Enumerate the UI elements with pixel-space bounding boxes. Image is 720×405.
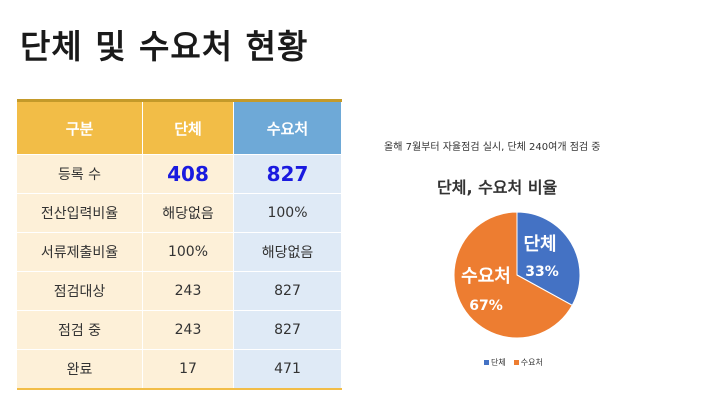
table-cell: 17 bbox=[142, 349, 234, 390]
table-cell: 471 bbox=[233, 349, 342, 390]
table-cell: 827 bbox=[233, 271, 342, 311]
table-cell: 해당없음 bbox=[142, 193, 234, 233]
legend-item-group: 단체 bbox=[484, 357, 506, 368]
pie-category-label: 수요처 bbox=[461, 266, 511, 287]
row-label: 점검 중 bbox=[17, 310, 143, 350]
pie-category-label: 단체 bbox=[523, 234, 556, 255]
row-label: 서류제출비율 bbox=[17, 232, 143, 272]
pie-value-label: 33% bbox=[525, 264, 559, 280]
pie-slice-0 bbox=[516, 211, 581, 307]
table-cell: 100% bbox=[233, 193, 342, 233]
table-row: 등록 수 408 827 bbox=[17, 154, 342, 194]
table-cell: 827 bbox=[233, 310, 342, 350]
legend-label: 수요처 bbox=[520, 358, 543, 367]
table-cell: 243 bbox=[142, 271, 234, 311]
row-label: 완료 bbox=[17, 349, 143, 390]
row-label: 전산입력비율 bbox=[17, 193, 143, 233]
cell-group-count: 408 bbox=[142, 154, 234, 194]
page-title: 단체 및 수요처 현황 bbox=[20, 27, 309, 66]
row-label: 등록 수 bbox=[17, 154, 143, 194]
pie-chart: 단체 33% 수요처 67% bbox=[453, 211, 581, 339]
table-row: 점검 중 243 827 bbox=[17, 310, 342, 350]
legend-swatch bbox=[484, 360, 489, 365]
inspection-note: 올해 7월부터 자율점검 실시, 단체 240여개 점검 중 bbox=[384, 142, 601, 153]
header-category: 구분 bbox=[17, 99, 143, 155]
legend-swatch bbox=[513, 360, 519, 365]
chart-title: 단체, 수요처 비율 bbox=[437, 178, 558, 197]
table-row: 전산입력비율 해당없음 100% bbox=[17, 193, 342, 233]
table-row: 완료 17 471 bbox=[17, 349, 342, 390]
table-header-row: 구분 단체 수요처 bbox=[17, 99, 342, 155]
table-cell: 해당없음 bbox=[233, 232, 342, 272]
header-group: 단체 bbox=[142, 99, 234, 155]
status-table: 구분 단체 수요처 등록 수 408 827 전산입력비율 해당없음 100% … bbox=[17, 99, 342, 390]
cell-demand-count: 827 bbox=[233, 154, 342, 194]
header-demand: 수요처 bbox=[233, 99, 342, 155]
legend-item-demand: 수요처 bbox=[513, 357, 543, 368]
pie-slice-1 bbox=[453, 211, 573, 339]
table-cell: 243 bbox=[142, 310, 234, 350]
pie-value-label: 67% bbox=[469, 298, 503, 314]
table-row: 서류제출비율 100% 해당없음 bbox=[17, 232, 342, 272]
chart-legend: 단체 수요처 bbox=[484, 357, 543, 368]
table-cell: 100% bbox=[142, 232, 234, 272]
row-label: 점검대상 bbox=[17, 271, 143, 311]
legend-label: 단체 bbox=[491, 358, 506, 367]
table-row: 점검대상 243 827 bbox=[17, 271, 342, 311]
